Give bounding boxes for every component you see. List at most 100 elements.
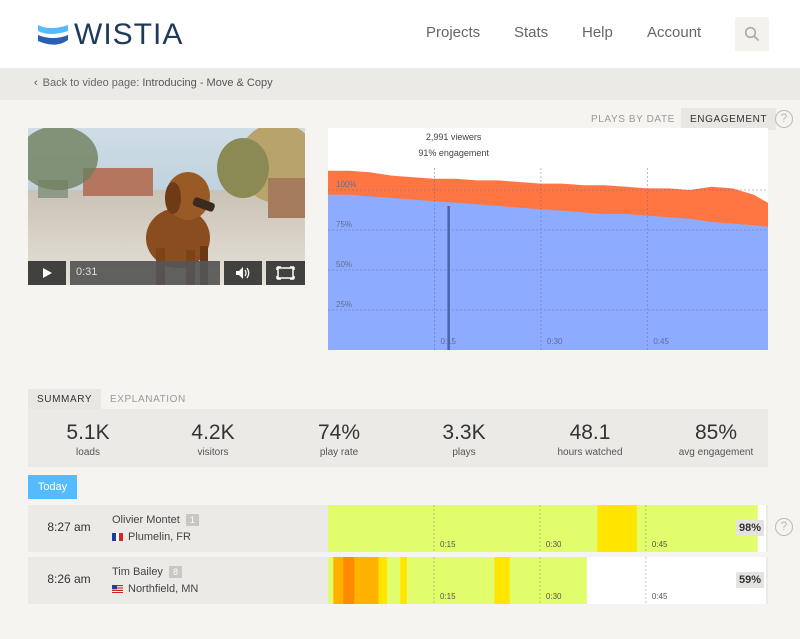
france-flag-icon — [112, 533, 123, 541]
tab-summary[interactable]: SUMMARY — [28, 389, 102, 409]
stat-play-rate: 74% play rate — [279, 421, 399, 458]
viewer-location: Plumelin, FR — [112, 531, 191, 543]
top-header: WISTIA Projects Stats Help Account — [0, 0, 800, 68]
chevron-left-icon: ‹ — [34, 77, 38, 89]
y-tick-label: 75% — [336, 220, 352, 229]
tab-plays-by-date[interactable]: PLAYS BY DATE — [591, 114, 675, 125]
viewer-count-badge: 1 — [185, 514, 199, 526]
fullscreen-icon — [276, 266, 295, 280]
y-tick-label: 100% — [336, 180, 356, 189]
seek-bar[interactable] — [70, 261, 220, 285]
help-icon[interactable]: ? — [775, 518, 793, 536]
help-icon[interactable]: ? — [775, 110, 793, 128]
summary-stats: 5.1K loads 4.2K visitors 74% play rate 3… — [28, 409, 768, 467]
heat-segment — [354, 557, 379, 604]
stat-value: 85% — [694, 421, 738, 444]
stat-hours-watched: 48.1 hours watched — [530, 421, 650, 458]
heat-tick-label: 0:15 — [440, 592, 456, 601]
nav-projects[interactable]: Projects — [426, 24, 481, 41]
heat-tick-label: 0:45 — [652, 540, 668, 549]
stat-plays: 3.3K plays — [404, 421, 524, 458]
heat-segment — [328, 557, 334, 604]
fullscreen-button[interactable] — [266, 261, 305, 285]
stat-visitors: 4.2K visitors — [153, 421, 273, 458]
heatmap-graphic: 0:15 0:30 0:45 — [328, 557, 668, 604]
wistia-logo-icon — [38, 25, 68, 45]
stat-avg-engagement: 85% avg engagement — [656, 421, 776, 458]
play-icon — [43, 268, 52, 278]
viewer-name-line: Olivier Montet 1 — [112, 514, 199, 526]
heat-segment — [509, 557, 587, 604]
volume-button[interactable] — [224, 261, 262, 285]
viewer-location: Northfield, MN — [112, 583, 198, 595]
tab-engagement[interactable]: ENGAGEMENT — [681, 108, 777, 130]
heatmap-graphic: 0:15 0:30 0:45 — [328, 505, 758, 552]
back-to-video-link[interactable]: ‹ Back to video page: Introducing - Move … — [34, 77, 273, 89]
heat-segment — [494, 557, 511, 604]
heat-segment — [387, 557, 401, 604]
viewer-name-line: Tim Bailey 8 — [112, 566, 182, 578]
volume-icon — [236, 267, 250, 279]
heat-segment — [597, 505, 638, 552]
play-button[interactable] — [28, 261, 66, 285]
stat-label: visitors — [197, 447, 229, 458]
stat-label: avg engagement — [678, 447, 754, 458]
heat-segment — [406, 557, 495, 604]
nav-help[interactable]: Help — [582, 24, 613, 41]
heat-tick-label: 0:15 — [440, 540, 456, 549]
heat-segment — [343, 557, 355, 604]
stat-value: 3.3K — [442, 421, 486, 444]
stat-label: play rate — [319, 447, 359, 458]
nav-stats[interactable]: Stats — [514, 24, 549, 41]
tooltip-engagement: 91% engagement — [418, 148, 489, 158]
wistia-logo[interactable]: WISTIA — [38, 18, 183, 52]
x-tick-label: 0:45 — [653, 337, 669, 346]
viewer-row[interactable]: 8:27 am Olivier Montet 1 Plumelin, FR 0:1… — [28, 505, 768, 552]
viewer-count-badge: 8 — [168, 566, 182, 578]
viewer-row[interactable]: 8:26 am Tim Bailey 8 Northfield, MN 0:15 0… — [28, 557, 768, 604]
breadcrumb-video-title: Introducing - Move & Copy — [142, 77, 273, 89]
nav-account[interactable]: Account — [647, 24, 702, 41]
stat-label: loads — [76, 447, 100, 458]
search-icon — [744, 26, 760, 42]
heat-segment — [378, 557, 388, 604]
viewer-location-text: Northfield, MN — [128, 583, 199, 595]
viewer-location-text: Plumelin, FR — [128, 531, 191, 543]
usa-flag-icon — [112, 585, 123, 593]
tooltip-viewers: 2,991 viewers — [426, 132, 482, 142]
current-time: 0:31 — [76, 266, 98, 278]
y-tick-label: 50% — [336, 260, 352, 269]
stat-value: 74% — [317, 421, 361, 444]
stat-label: hours watched — [557, 447, 623, 458]
stat-value: 5.1K — [66, 421, 110, 444]
video-frame — [28, 128, 305, 285]
engagement-chart[interactable]: 100%75%50%25%0:150:300:452,991 viewers91… — [328, 128, 768, 350]
viewer-percent: 59% — [736, 572, 765, 588]
stat-value: 48.1 — [569, 421, 611, 444]
x-tick-label: 0:30 — [547, 337, 563, 346]
viewer-heatmap: 0:15 0:30 0:45 — [328, 557, 766, 604]
heat-tick-label: 0:30 — [546, 592, 562, 601]
viewer-time: 8:26 am — [47, 572, 91, 586]
viewer-time: 8:27 am — [47, 520, 91, 534]
heat-segment — [333, 557, 344, 604]
y-tick-label: 25% — [336, 300, 352, 309]
engagement-graph: 100%75%50%25%0:150:300:452,991 viewers91… — [328, 128, 768, 350]
engagement-area — [328, 194, 768, 350]
breadcrumb-prefix: Back to video page: — [42, 77, 143, 89]
stat-label: plays — [452, 447, 476, 458]
video-player[interactable] — [28, 128, 305, 285]
heat-tick-label: 0:45 — [652, 592, 668, 601]
heat-segment — [328, 505, 598, 552]
today-label: Today — [28, 475, 77, 499]
stat-value: 4.2K — [191, 421, 235, 444]
viewer-heatmap: 0:15 0:30 0:45 — [328, 505, 766, 552]
viewer-name[interactable]: Olivier Montet — [112, 514, 180, 526]
tab-explanation[interactable]: EXPLANATION — [110, 394, 186, 405]
breadcrumb-bar: ‹ Back to video page: Introducing - Move … — [0, 68, 800, 100]
viewer-name[interactable]: Tim Bailey — [112, 566, 163, 578]
stat-loads: 5.1K loads — [28, 421, 148, 458]
logo-text: WISTIA — [74, 18, 184, 51]
heat-segment — [400, 557, 408, 604]
search-button[interactable] — [735, 17, 769, 51]
